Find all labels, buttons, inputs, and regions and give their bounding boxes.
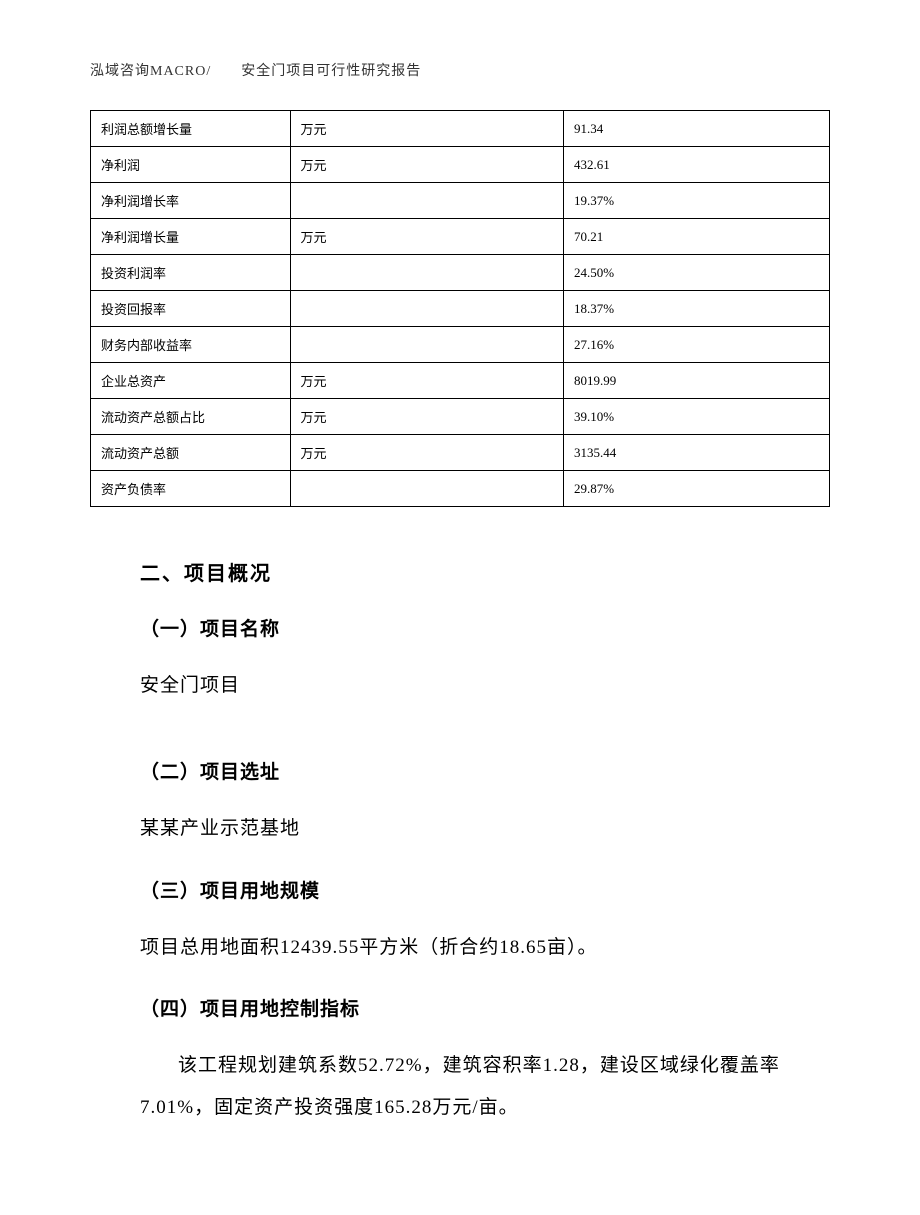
table-row: 流动资产总额 万元 3135.44 xyxy=(91,435,830,471)
table-cell-unit: 万元 xyxy=(290,219,563,255)
section-title: 二、项目概况 xyxy=(140,557,810,586)
subsection-title-3: （三）项目用地规模 xyxy=(140,876,810,903)
table-cell-value: 39.10% xyxy=(563,399,829,435)
table-cell-label: 资产负债率 xyxy=(91,471,291,507)
document-page: 泓域咨询MACRO/ 安全门项目可行性研究报告 利润总额增长量 万元 91.34… xyxy=(0,0,920,1215)
table-cell-value: 432.61 xyxy=(563,147,829,183)
table-row: 利润总额增长量 万元 91.34 xyxy=(91,111,830,147)
subsection-title-4: （四）项目用地控制指标 xyxy=(140,994,810,1021)
land-scale-text: 项目总用地面积12439.55平方米（折合约18.65亩）。 xyxy=(140,927,810,969)
table-cell-value: 70.21 xyxy=(563,219,829,255)
table-cell-value: 27.16% xyxy=(563,327,829,363)
table-cell-label: 净利润增长量 xyxy=(91,219,291,255)
table-cell-unit xyxy=(290,471,563,507)
table-row: 净利润 万元 432.61 xyxy=(91,147,830,183)
table-cell-label: 净利润增长率 xyxy=(91,183,291,219)
table-cell-value: 18.37% xyxy=(563,291,829,327)
table-row: 投资回报率 18.37% xyxy=(91,291,830,327)
project-name-text: 安全门项目 xyxy=(140,665,810,707)
content-body: 二、项目概况 （一）项目名称 安全门项目 （二）项目选址 某某产业示范基地 （三… xyxy=(90,557,830,1129)
table-cell-value: 8019.99 xyxy=(563,363,829,399)
land-control-text: 该工程规划建筑系数52.72%，建筑容积率1.28，建设区域绿化覆盖率7.01%… xyxy=(140,1045,810,1129)
table-cell-unit xyxy=(290,291,563,327)
table-cell-unit: 万元 xyxy=(290,111,563,147)
table-row: 企业总资产 万元 8019.99 xyxy=(91,363,830,399)
table-row: 净利润增长量 万元 70.21 xyxy=(91,219,830,255)
table-cell-unit xyxy=(290,327,563,363)
table-cell-unit xyxy=(290,255,563,291)
table-body: 利润总额增长量 万元 91.34 净利润 万元 432.61 净利润增长率 19… xyxy=(91,111,830,507)
table-cell-value: 29.87% xyxy=(563,471,829,507)
table-cell-label: 投资回报率 xyxy=(91,291,291,327)
table-cell-value: 19.37% xyxy=(563,183,829,219)
table-cell-value: 24.50% xyxy=(563,255,829,291)
table-cell-unit: 万元 xyxy=(290,147,563,183)
table-row: 投资利润率 24.50% xyxy=(91,255,830,291)
spacer xyxy=(140,733,810,757)
financial-table: 利润总额增长量 万元 91.34 净利润 万元 432.61 净利润增长率 19… xyxy=(90,110,830,507)
project-location-text: 某某产业示范基地 xyxy=(140,808,810,850)
table-cell-label: 利润总额增长量 xyxy=(91,111,291,147)
table-cell-label: 企业总资产 xyxy=(91,363,291,399)
table-cell-unit: 万元 xyxy=(290,399,563,435)
table-cell-unit: 万元 xyxy=(290,435,563,471)
table-cell-label: 财务内部收益率 xyxy=(91,327,291,363)
table-cell-unit: 万元 xyxy=(290,363,563,399)
table-cell-label: 流动资产总额占比 xyxy=(91,399,291,435)
table-cell-value: 3135.44 xyxy=(563,435,829,471)
page-header: 泓域咨询MACRO/ 安全门项目可行性研究报告 xyxy=(90,60,830,80)
table-row: 财务内部收益率 27.16% xyxy=(91,327,830,363)
table-cell-label: 投资利润率 xyxy=(91,255,291,291)
table-cell-value: 91.34 xyxy=(563,111,829,147)
table-cell-label: 流动资产总额 xyxy=(91,435,291,471)
table-row: 净利润增长率 19.37% xyxy=(91,183,830,219)
table-row: 资产负债率 29.87% xyxy=(91,471,830,507)
table-cell-label: 净利润 xyxy=(91,147,291,183)
table-row: 流动资产总额占比 万元 39.10% xyxy=(91,399,830,435)
subsection-title-2: （二）项目选址 xyxy=(140,757,810,784)
table-cell-unit xyxy=(290,183,563,219)
subsection-title-1: （一）项目名称 xyxy=(140,614,810,641)
header-text: 泓域咨询MACRO/ 安全门项目可行性研究报告 xyxy=(90,64,421,79)
